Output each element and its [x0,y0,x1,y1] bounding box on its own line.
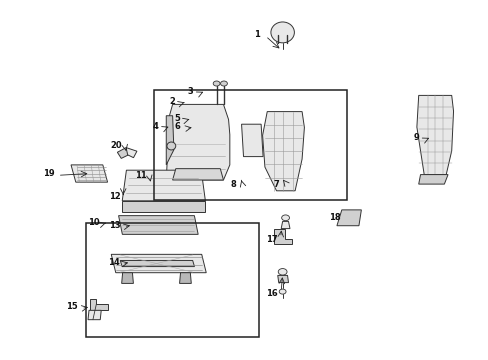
Circle shape [278,269,286,275]
Polygon shape [166,104,229,180]
Text: 18: 18 [328,213,340,222]
Bar [85,223,259,337]
Polygon shape [241,124,263,157]
Text: 9: 9 [413,133,419,142]
Text: 4: 4 [152,122,158,131]
Polygon shape [117,148,128,158]
Polygon shape [122,201,205,211]
Text: 17: 17 [265,235,277,244]
Polygon shape [90,299,107,310]
Text: 12: 12 [108,192,120,201]
Text: 19: 19 [43,169,55,178]
Text: 11: 11 [135,171,146,180]
Bar [154,90,346,200]
Text: 13: 13 [109,220,121,230]
Polygon shape [122,170,205,201]
Text: 1: 1 [253,30,259,39]
Polygon shape [126,148,137,158]
Polygon shape [416,95,453,175]
Polygon shape [118,216,198,234]
Text: 3: 3 [187,87,193,96]
Polygon shape [277,275,288,283]
Polygon shape [179,273,191,283]
Polygon shape [262,112,304,191]
Ellipse shape [166,142,175,150]
Text: 10: 10 [88,217,100,227]
Polygon shape [88,310,101,320]
Text: 20: 20 [110,140,122,150]
Ellipse shape [270,22,294,43]
Polygon shape [336,210,361,226]
Polygon shape [273,229,291,244]
Circle shape [220,81,227,86]
Text: 2: 2 [169,97,175,106]
Polygon shape [166,116,174,165]
Polygon shape [418,175,447,184]
Text: 8: 8 [230,180,236,189]
Polygon shape [111,254,206,273]
Polygon shape [172,168,223,180]
Polygon shape [122,273,133,283]
Text: 16: 16 [266,289,278,298]
Text: 14: 14 [107,258,119,266]
Polygon shape [71,165,107,182]
Text: 6: 6 [174,122,180,131]
Polygon shape [120,261,194,266]
Circle shape [213,81,220,86]
Circle shape [279,289,285,294]
Polygon shape [281,221,289,229]
Text: 7: 7 [273,180,279,189]
Circle shape [281,215,289,221]
Text: 15: 15 [66,302,78,311]
Text: 5: 5 [174,114,180,123]
